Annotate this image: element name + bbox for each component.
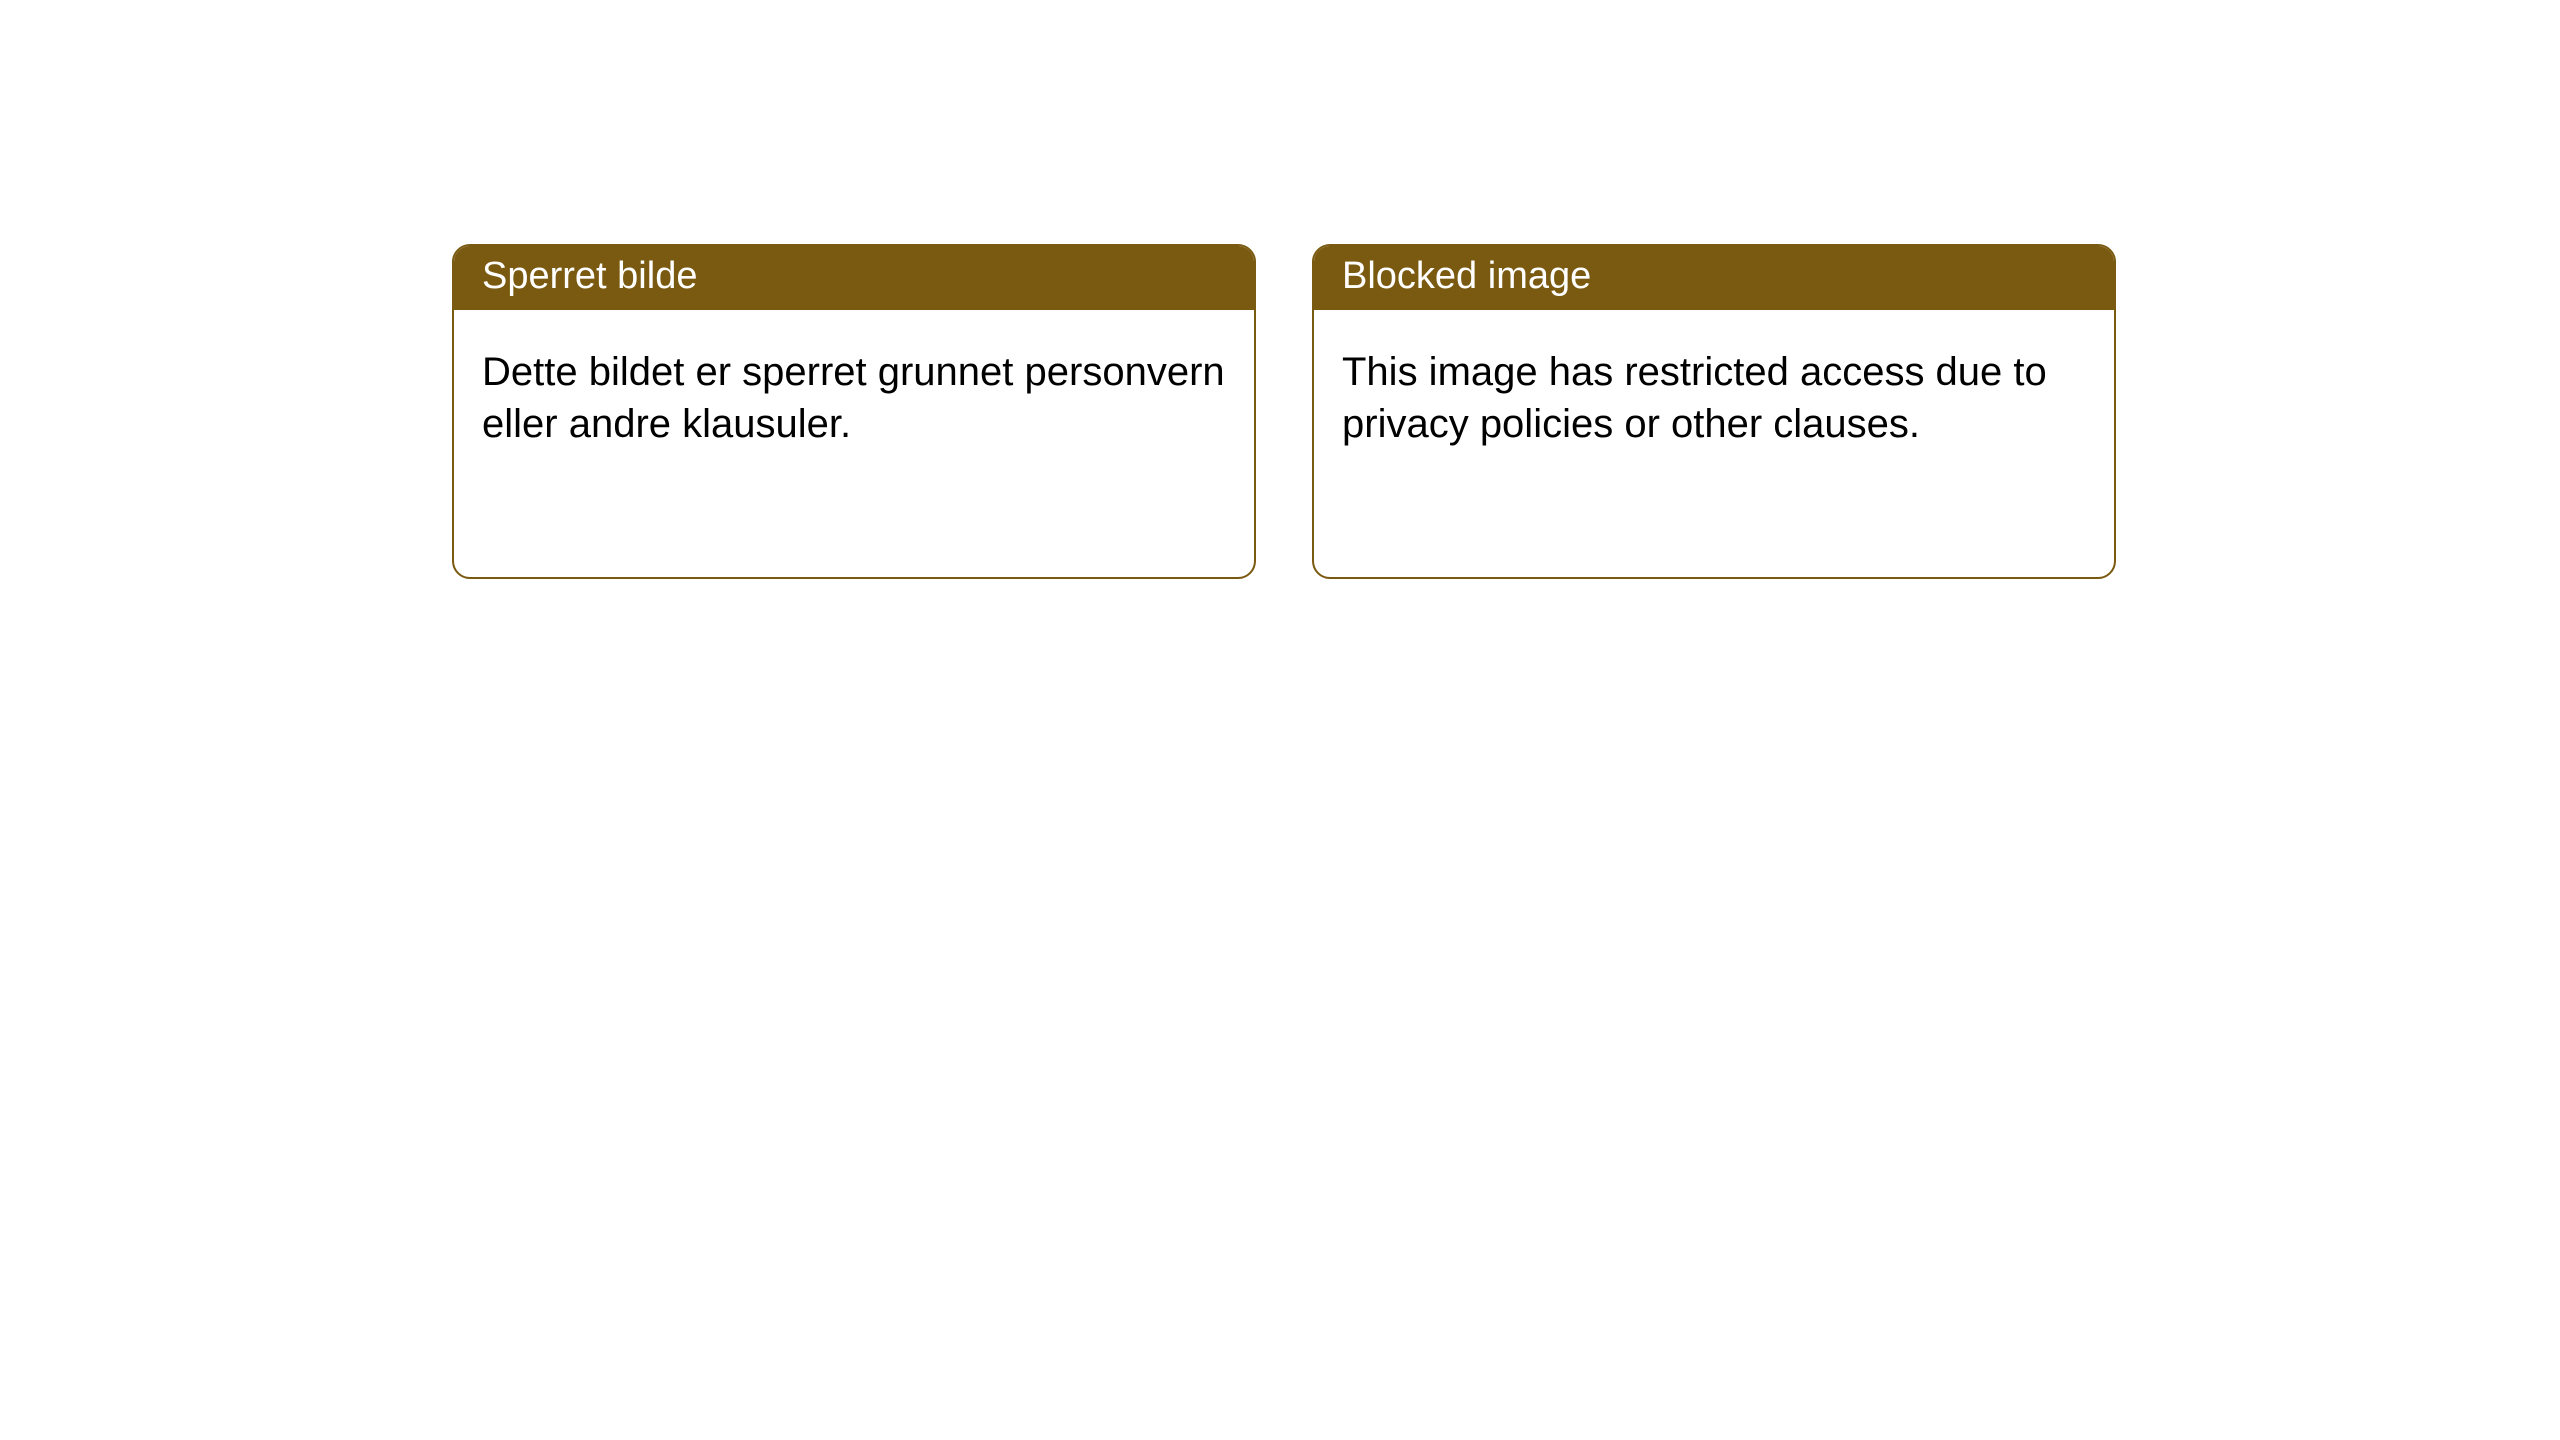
card-body: Dette bildet er sperret grunnet personve… <box>454 310 1254 478</box>
card-title: Blocked image <box>1314 246 2114 310</box>
blocked-image-card-no: Sperret bilde Dette bildet er sperret gr… <box>452 244 1256 579</box>
blocked-image-card-en: Blocked image This image has restricted … <box>1312 244 2116 579</box>
card-title: Sperret bilde <box>454 246 1254 310</box>
cards-container: Sperret bilde Dette bildet er sperret gr… <box>0 0 2560 579</box>
card-body: This image has restricted access due to … <box>1314 310 2114 478</box>
